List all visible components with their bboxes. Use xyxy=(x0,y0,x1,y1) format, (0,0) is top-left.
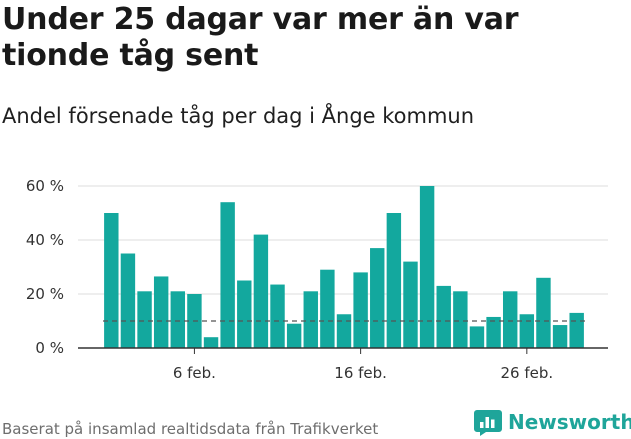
bar xyxy=(237,280,252,348)
bar xyxy=(419,186,435,348)
bar xyxy=(137,291,152,348)
bar xyxy=(486,316,501,348)
bar xyxy=(286,323,302,348)
bar xyxy=(552,325,568,348)
bar xyxy=(403,261,418,348)
bar xyxy=(270,284,285,348)
chart-subtitle: Andel försenade tåg per dag i Ånge kommu… xyxy=(2,104,475,128)
bar xyxy=(170,291,186,348)
bar xyxy=(336,314,352,348)
y-tick-label: 0 % xyxy=(35,339,64,357)
bar xyxy=(220,202,235,348)
newsworthy-logo: Newsworthy xyxy=(474,408,631,436)
bar xyxy=(104,213,119,348)
bar xyxy=(153,276,169,348)
x-tick-label: 26 feb. xyxy=(500,364,553,382)
bar xyxy=(536,277,551,348)
bar xyxy=(469,326,485,348)
x-tick-label: 16 feb. xyxy=(334,364,387,382)
bar xyxy=(502,291,518,348)
bar-chart: 0 % 20 % 40 % 60 % 6 feb. 16 feb. 26 feb. xyxy=(26,177,608,382)
bar xyxy=(436,285,451,348)
y-tick-label: 20 % xyxy=(26,285,64,303)
bar xyxy=(203,337,219,348)
y-tick-label: 60 % xyxy=(26,177,64,195)
bar xyxy=(320,269,335,348)
bar xyxy=(353,272,368,348)
bar xyxy=(370,248,385,348)
x-tick-label: 6 feb. xyxy=(173,364,216,382)
bar xyxy=(303,291,318,348)
bar xyxy=(386,213,402,348)
source-note: Baserat på insamlad realtidsdata från Tr… xyxy=(2,420,379,438)
bar xyxy=(253,234,269,348)
chart-title: Under 25 dagar var mer än var tionde tåg… xyxy=(2,2,519,73)
bar xyxy=(519,314,535,348)
bar xyxy=(569,312,584,348)
bar xyxy=(453,291,468,348)
y-tick-label: 40 % xyxy=(26,231,64,249)
newsworthy-logo-icon xyxy=(474,410,502,436)
bar xyxy=(120,253,136,348)
brand-name: Newsworthy xyxy=(508,410,631,434)
